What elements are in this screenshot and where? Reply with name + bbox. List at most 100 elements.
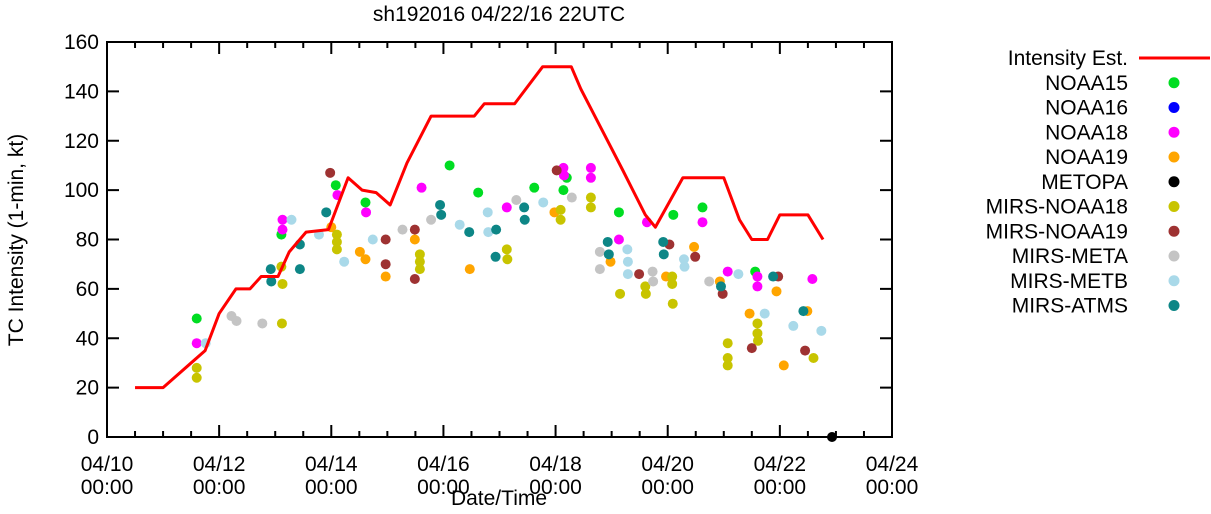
data-point-MIRS-ATMS	[798, 306, 809, 317]
legend-label: NOAA19	[1045, 146, 1128, 169]
x-tick-label-time: 00:00	[529, 476, 582, 499]
data-point-MIRS-METB	[454, 219, 465, 230]
data-point-NOAA19	[354, 246, 365, 257]
data-point-MIRS-METB	[622, 244, 633, 255]
data-point-MIRS-NOAA18	[752, 328, 763, 339]
legend-dot-mirs-noaa18	[1168, 201, 1180, 212]
data-point-NOAA19	[744, 308, 755, 319]
y-tick-label: 60	[76, 278, 99, 301]
x-tick-label-time: 00:00	[193, 476, 246, 499]
data-point-MIRS-META	[257, 318, 268, 329]
x-tick-label-date: 04/20	[641, 453, 694, 476]
legend-row-noaa18: NOAA18	[1045, 121, 1180, 144]
data-point-MIRS-NOAA18	[752, 318, 763, 329]
series-MIRS-ATMS	[265, 199, 809, 317]
data-point-NOAA15	[360, 197, 371, 208]
data-point-NOAA19	[380, 271, 391, 282]
legend-label: NOAA15	[1045, 72, 1128, 95]
legend-dot-noaa15	[1168, 77, 1180, 89]
data-point-NOAA18	[722, 266, 733, 277]
series-NOAA18	[191, 162, 818, 349]
data-point-MIRS-NOAA19	[325, 167, 336, 178]
legend-label: MIRS-NOAA19	[986, 220, 1128, 243]
plot-area: 02040608010012014016004/1000:0004/1200:0…	[64, 31, 919, 499]
data-point-MIRS-META	[231, 315, 242, 326]
legend-row-mirs-noaa18: MIRS-NOAA18	[986, 196, 1180, 219]
legend-dot-metopa	[1168, 176, 1180, 188]
data-point-MIRS-NOAA18	[667, 271, 678, 282]
data-point-MIRS-NOAA19	[800, 345, 811, 356]
data-point-MIRS-NOAA18	[501, 244, 512, 255]
data-point-MIRS-META	[647, 266, 658, 277]
plot-frame	[106, 41, 893, 438]
legend-label: MIRS-ATMS	[1012, 295, 1128, 318]
x-tick-label-time: 00:00	[305, 476, 358, 499]
data-point-MIRS-NOAA19	[409, 224, 420, 235]
series-MIRS-META	[226, 192, 715, 329]
legend-dot-noaa18	[1168, 126, 1180, 138]
y-axis-label: TC Intensity (1-min, kt)	[5, 134, 28, 346]
data-point-METOPA	[827, 432, 838, 442]
data-point-MIRS-ATMS	[715, 281, 726, 292]
data-point-MIRS-META	[426, 214, 437, 225]
data-point-NOAA15	[330, 180, 341, 191]
data-point-MIRS-NOAA18	[331, 244, 342, 255]
data-point-NOAA15	[697, 202, 708, 213]
data-point-MIRS-ATMS	[602, 236, 613, 247]
legend-row-noaa15: NOAA15	[1045, 72, 1180, 95]
data-point-MIRS-NOAA18	[752, 335, 763, 346]
data-point-NOAA18	[361, 207, 372, 218]
legend-label: METOPA	[1041, 171, 1128, 194]
data-point-NOAA18	[416, 182, 427, 193]
data-point-MIRS-NOAA18	[414, 249, 425, 260]
x-tick-label-time: 00:00	[417, 476, 470, 499]
data-point-MIRS-NOAA18	[331, 236, 342, 247]
data-point-MIRS-NOAA18	[585, 202, 596, 213]
data-point-NOAA15	[613, 207, 624, 218]
data-point-MIRS-META	[511, 195, 522, 205]
legend-row-noaa16: NOAA16	[1045, 97, 1180, 120]
legend-dot-noaa19	[1168, 151, 1180, 163]
data-point-NOAA18	[752, 281, 763, 292]
x-tick-label-time: 00:00	[81, 476, 134, 499]
x-tick-label-date: 04/10	[81, 453, 134, 476]
data-point-NOAA19	[689, 241, 700, 252]
data-point-MIRS-NOAA18	[191, 362, 202, 373]
data-point-MIRS-NOAA19	[409, 274, 420, 284]
data-point-MIRS-METB	[759, 308, 770, 319]
data-point-MIRS-METB	[788, 320, 799, 331]
legend-dot-mirs-atms	[1168, 300, 1180, 311]
data-point-MIRS-NOAA18	[640, 288, 651, 299]
data-point-NOAA15	[191, 313, 202, 324]
legend: Intensity Est.NOAA15NOAA16NOAA18NOAA19ME…	[986, 47, 1210, 318]
tick-labels: 02040608010012014016004/1000:0004/1200:0…	[64, 31, 919, 499]
data-point-MIRS-NOAA18	[414, 264, 425, 275]
data-point-NOAA18	[697, 217, 708, 228]
data-point-MIRS-ATMS	[658, 249, 669, 260]
x-axis-label: Date/Time	[451, 487, 547, 509]
legend-label: MIRS-METB	[1010, 270, 1128, 293]
data-point-MIRS-META	[397, 224, 408, 235]
data-point-NOAA15	[444, 160, 455, 171]
data-point-MIRS-ATMS	[266, 276, 277, 287]
legend-row-metopa: METOPA	[1041, 171, 1180, 194]
legend-row-intensity-est-: Intensity Est.	[1008, 47, 1210, 70]
data-point-NOAA15	[473, 187, 484, 198]
data-point-MIRS-NOAA18	[555, 204, 566, 215]
data-point-NOAA18	[277, 214, 288, 225]
data-point-MIRS-NOAA18	[502, 254, 513, 265]
legend-label: NOAA18	[1045, 121, 1128, 144]
y-tick-label: 40	[76, 327, 99, 350]
data-point-MIRS-NOAA18	[615, 288, 626, 299]
data-point-MIRS-NOAA18	[722, 338, 733, 349]
data-point-MIRS-NOAA18	[331, 229, 342, 240]
legend-dot-mirs-metb	[1168, 275, 1180, 287]
x-tick-label-date: 04/16	[417, 453, 470, 476]
legend-dot-mirs-noaa19	[1168, 225, 1180, 237]
data-point-MIRS-NOAA18	[808, 353, 819, 363]
data-point-MIRS-NOAA18	[277, 278, 288, 289]
data-point-NOAA18	[752, 271, 763, 282]
data-point-MIRS-NOAA19	[634, 269, 645, 280]
data-point-MIRS-NOAA19	[380, 259, 391, 270]
